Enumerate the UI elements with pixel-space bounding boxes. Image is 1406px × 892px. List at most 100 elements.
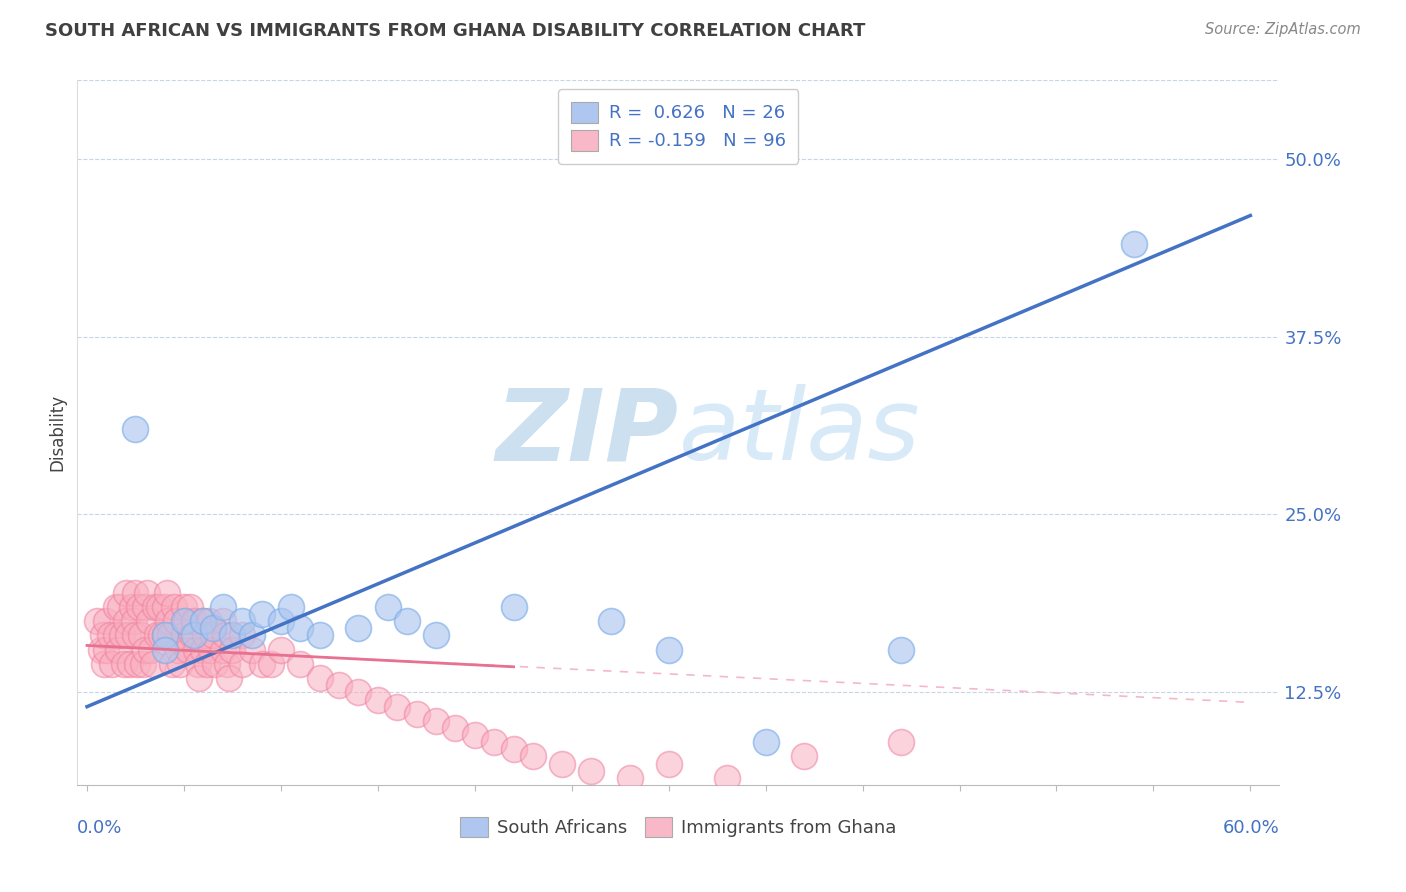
Point (121, 600, 143, 615)
Text: atlas: atlas (679, 384, 920, 481)
Point (159, 628, 181, 642)
Point (193, 614, 215, 628)
Point (143, 600, 166, 615)
Point (112, 657, 135, 671)
Point (755, 735, 778, 749)
Point (177, 642, 200, 657)
Point (114, 614, 136, 628)
Point (195, 657, 218, 671)
Point (194, 628, 217, 642)
Point (96, 642, 118, 657)
Point (211, 642, 233, 657)
Point (91, 628, 114, 642)
Point (270, 642, 292, 657)
Point (200, 642, 222, 657)
Text: Source: ZipAtlas.com: Source: ZipAtlas.com (1205, 22, 1361, 37)
Point (214, 628, 236, 642)
Point (155, 586, 177, 600)
Text: 60.0%: 60.0% (1223, 819, 1279, 837)
Point (134, 642, 156, 657)
Y-axis label: Disability: Disability (48, 394, 66, 471)
Point (105, 600, 128, 615)
Point (127, 657, 149, 671)
Point (270, 614, 292, 628)
Point (180, 628, 202, 642)
Point (146, 628, 169, 642)
Point (186, 657, 209, 671)
Point (153, 628, 176, 642)
Point (482, 735, 505, 749)
Point (163, 600, 186, 615)
Point (658, 756, 681, 771)
Point (90, 642, 112, 657)
Point (122, 614, 145, 628)
Point (105, 628, 128, 642)
Point (250, 657, 273, 671)
Point (93, 657, 115, 671)
Point (124, 586, 146, 600)
Point (183, 628, 205, 642)
Point (231, 614, 253, 628)
Point (211, 614, 233, 628)
Point (165, 614, 187, 628)
Point (138, 614, 160, 628)
Point (464, 728, 486, 742)
Point (124, 628, 146, 642)
Point (204, 657, 226, 671)
Point (169, 657, 191, 671)
Point (202, 621, 225, 635)
Point (328, 678, 350, 692)
Point (101, 657, 124, 671)
Point (551, 756, 574, 771)
Point (221, 628, 243, 642)
Point (347, 685, 370, 699)
Point (173, 614, 195, 628)
Point (134, 600, 156, 615)
Point (347, 621, 370, 635)
Point (136, 586, 159, 600)
Point (377, 600, 399, 615)
Text: ZIP: ZIP (495, 384, 679, 481)
Point (890, 735, 912, 749)
Point (86, 614, 108, 628)
Point (108, 600, 131, 615)
Point (183, 614, 205, 628)
Point (211, 600, 233, 615)
Point (111, 628, 134, 642)
Point (157, 614, 180, 628)
Point (405, 706, 427, 721)
Point (215, 657, 238, 671)
Point (132, 657, 155, 671)
Point (193, 642, 215, 657)
Point (522, 749, 544, 764)
Point (193, 614, 215, 628)
Legend: South Africans, Immigrants from Ghana: South Africans, Immigrants from Ghana (451, 808, 905, 847)
Point (173, 600, 195, 615)
Point (1123, 237, 1146, 252)
Point (184, 642, 207, 657)
Point (149, 628, 172, 642)
Point (174, 614, 197, 628)
Point (395, 614, 418, 628)
Point (153, 642, 176, 657)
Point (142, 657, 165, 671)
Point (124, 422, 146, 436)
Point (131, 628, 153, 642)
Text: SOUTH AFRICAN VS IMMIGRANTS FROM GHANA DISABILITY CORRELATION CHART: SOUTH AFRICAN VS IMMIGRANTS FROM GHANA D… (45, 22, 865, 40)
Text: 0.0%: 0.0% (77, 819, 122, 837)
Point (502, 742, 524, 756)
Point (221, 642, 243, 657)
Point (114, 586, 136, 600)
Point (162, 657, 184, 671)
Point (139, 642, 162, 657)
Point (231, 657, 253, 671)
Point (387, 699, 409, 714)
Point (599, 614, 621, 628)
Point (502, 600, 524, 615)
Point (579, 764, 602, 778)
Point (308, 628, 330, 642)
Point (118, 657, 141, 671)
Point (179, 600, 201, 615)
Point (308, 671, 330, 685)
Point (117, 628, 139, 642)
